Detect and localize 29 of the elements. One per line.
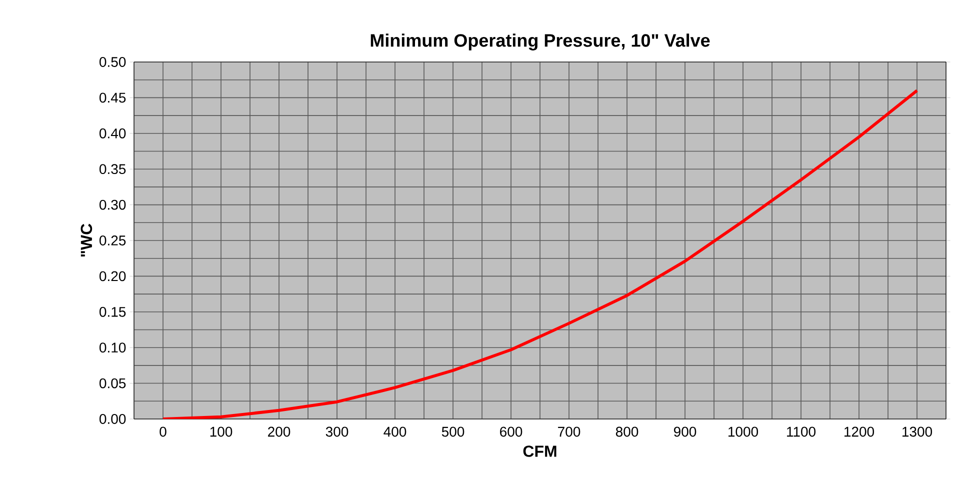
y-axis-title: "WC (80, 224, 92, 257)
y-tick-label: 0.40 (100, 128, 126, 138)
x-tick-label: 1100 (787, 426, 816, 437)
x-axis-title: CFM (523, 446, 556, 457)
x-tick-label: 900 (674, 426, 696, 437)
x-tick-label: 800 (616, 426, 638, 437)
x-tick-label: 1300 (902, 426, 932, 437)
x-tick-label: 500 (442, 426, 464, 437)
y-tick-label: 0.05 (100, 378, 126, 388)
y-tick-label: 0.30 (100, 200, 126, 210)
x-tick-label: 200 (268, 426, 290, 437)
x-tick-label: 100 (210, 426, 232, 437)
line-series (162, 89, 918, 419)
chart-title: Minimum Operating Pressure, 10" Valve (370, 34, 710, 50)
x-tick-label: 700 (558, 426, 580, 437)
y-tick-label: 0.10 (100, 342, 126, 353)
y-tick-label: 0.25 (100, 236, 126, 246)
y-tick-label: 0.45 (100, 92, 126, 103)
y-tick-label: 0.00 (100, 414, 126, 424)
y-tick-label: 0.20 (100, 271, 126, 282)
x-tick-label: 0 (160, 426, 166, 437)
x-tick-label: 1200 (844, 426, 874, 437)
y-tick-label: 0.50 (100, 57, 126, 67)
y-tick-label: 0.15 (100, 306, 126, 317)
x-tick-label: 400 (384, 426, 406, 437)
y-tick-label: 0.35 (100, 164, 126, 174)
x-tick-label: 600 (500, 426, 522, 437)
x-tick-label: 300 (326, 426, 348, 437)
x-tick-label: 1000 (728, 426, 758, 437)
